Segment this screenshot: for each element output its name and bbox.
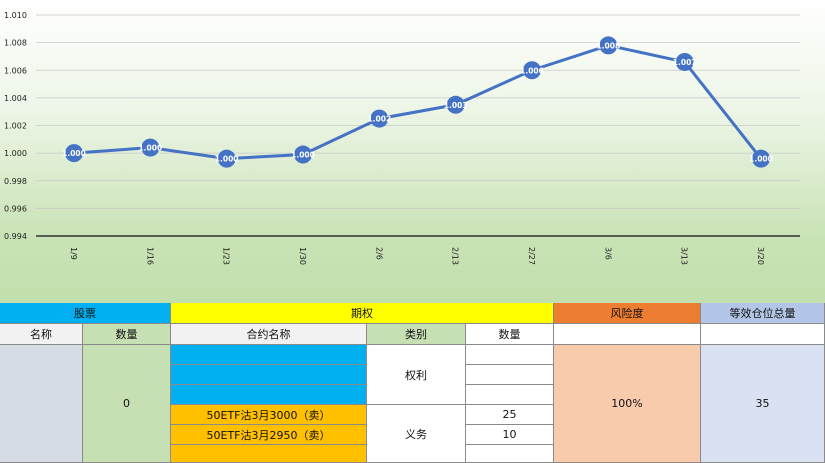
y-tick-label: 1.006: [4, 66, 27, 75]
x-tick-label: 1/23: [222, 247, 231, 265]
option-header: 期权: [171, 303, 554, 324]
y-tick-label: 1.008: [4, 39, 27, 48]
gridlines: [36, 14, 800, 209]
contract-cell: 50ETF沽3月2950（卖）: [171, 425, 367, 445]
data-point: [294, 145, 312, 164]
data-label: 1.000: [291, 151, 315, 160]
data-label: 1.002: [367, 115, 391, 124]
type-col-header: 类别: [367, 324, 466, 345]
data-point: [217, 149, 236, 168]
data-points: 1.000 1.000 1.000 1.000 1.002 1.003 1.006 1.008…: [62, 36, 773, 168]
data-label: 1.006: [520, 66, 544, 75]
data-point: [65, 144, 83, 163]
position-subheader-empty: [701, 324, 825, 345]
x-axis-ticks: 1/9 1/16 1/23 1/30 2/6 2/13 2/27 3/6 3/13 3/20: [69, 247, 765, 265]
option-qty-cell: 10: [466, 425, 554, 445]
y-tick-label: 0.996: [4, 204, 27, 213]
risk-subheader-empty: [554, 324, 701, 345]
x-tick-label: 1/9: [69, 247, 78, 260]
x-tick-label: 1/30: [298, 247, 307, 265]
x-tick-label: 2/6: [374, 247, 383, 260]
y-tick-label: 1.000: [4, 149, 27, 158]
data-label: 1.007: [673, 58, 697, 67]
stock-header: 股票: [0, 303, 171, 324]
y-tick-label: 1.010: [4, 11, 27, 20]
x-tick-label: 1/16: [145, 247, 154, 265]
stock-name-col-header: 名称: [0, 324, 83, 345]
x-tick-label: 3/6: [603, 247, 612, 260]
data-point: [752, 149, 770, 168]
y-tick-label: 1.002: [4, 122, 27, 131]
type-obligation-cell: 义务: [367, 405, 466, 463]
y-tick-label: 0.994: [4, 232, 27, 241]
position-value-cell: 35: [701, 345, 825, 463]
risk-header: 风险度: [554, 303, 701, 324]
stock-name-cell: [0, 345, 83, 463]
series-line: [73, 43, 763, 161]
contract-cell: [171, 385, 367, 405]
y-tick-label: 1.004: [4, 94, 27, 103]
contract-col-header: 合约名称: [171, 324, 367, 345]
contract-cell: [171, 445, 367, 463]
data-label: 1.000: [62, 149, 86, 158]
x-tick-label: 3/13: [680, 247, 689, 265]
option-qty-cell: [466, 365, 554, 385]
y-tick-label: 0.998: [4, 177, 27, 186]
data-label: 1.000: [215, 155, 239, 164]
data-point: [523, 61, 541, 80]
x-tick-label: 3/20: [756, 247, 765, 265]
option-qty-cell: [466, 385, 554, 405]
stock-qty-col-header: 数量: [83, 324, 171, 345]
type-right-cell: 权利: [367, 345, 466, 405]
x-tick-label: 2/13: [451, 247, 460, 265]
data-point: [446, 95, 465, 114]
line-chart: 0.994 0.996 0.998 1.000 1.002 1.004 1.006 1.008…: [4, 11, 800, 265]
y-axis-ticks: 0.994 0.996 0.998 1.000 1.002 1.004 1.006 1.008…: [4, 11, 27, 241]
contract-cell: 50ETF沽3月3000（卖）: [171, 405, 367, 425]
contract-cell: [171, 345, 367, 365]
position-header: 等效仓位总量: [701, 303, 825, 324]
data-label: 1.000: [749, 155, 773, 164]
option-qty-cell: 25: [466, 405, 554, 425]
data-label: 1.000: [138, 144, 162, 153]
position-table: 股票 期权 风险度 等效仓位总量 名称 数量 合约名称 类别 数量 0 50ET…: [0, 303, 825, 463]
x-tick-label: 2/27: [527, 247, 536, 265]
data-point: [141, 138, 160, 157]
chart-area: 0.994 0.996 0.998 1.000 1.002 1.004 1.006 1.008…: [0, 0, 825, 303]
stock-qty-cell: 0: [83, 345, 171, 463]
data-point: [370, 109, 389, 128]
option-qty-cell: [466, 345, 554, 365]
data-point: [599, 36, 618, 55]
data-point: [675, 52, 694, 71]
option-qty-cell: [466, 445, 554, 463]
risk-value-cell: 100%: [554, 345, 701, 463]
contract-cell: [171, 365, 367, 385]
data-label: 1.008: [596, 41, 620, 50]
data-label: 1.003: [444, 101, 468, 110]
option-qty-col-header: 数量: [466, 324, 554, 345]
